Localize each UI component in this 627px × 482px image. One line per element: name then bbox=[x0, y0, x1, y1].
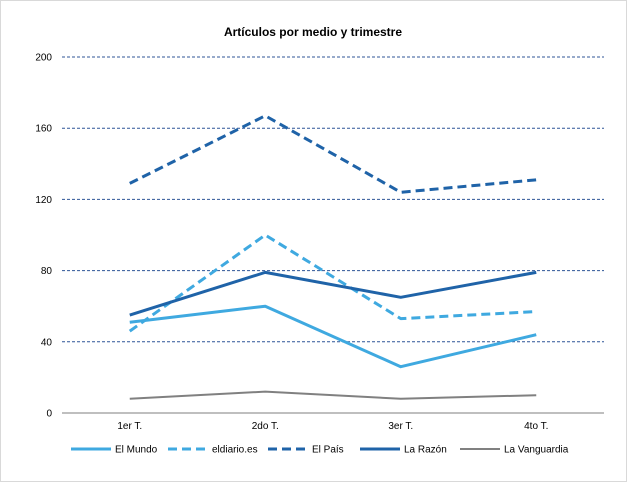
y-tick-label: 80 bbox=[41, 266, 53, 277]
series-line bbox=[129, 114, 537, 194]
x-tick-label: 4to T. bbox=[524, 421, 548, 432]
legend: El Mundo eldiario.es El País La Razón La Van… bbox=[71, 445, 569, 456]
y-tick-label: 160 bbox=[35, 124, 52, 135]
y-tick-label: 0 bbox=[46, 409, 52, 420]
y-axis-ticks: 0 40 80 120 160 200 bbox=[35, 53, 52, 420]
y-tick-label: 120 bbox=[35, 195, 52, 206]
y-tick-label: 40 bbox=[41, 337, 53, 348]
x-tick-label: 3er T. bbox=[388, 421, 413, 432]
chart-title: Artículos por medio y trimestre bbox=[224, 25, 402, 39]
series-line bbox=[129, 304, 537, 369]
series-line bbox=[129, 390, 537, 400]
grid-lines bbox=[62, 56, 604, 343]
legend-label: La Razón bbox=[404, 445, 447, 456]
x-tick-label: 1er T. bbox=[117, 421, 142, 432]
x-tick-label: 2do T. bbox=[252, 421, 279, 432]
legend-label: El Mundo bbox=[115, 445, 158, 456]
series-line bbox=[129, 270, 537, 317]
legend-label: El País bbox=[312, 445, 344, 456]
series-lines bbox=[128, 114, 537, 400]
legend-label: La Vanguardia bbox=[504, 445, 569, 456]
legend-label: eldiario.es bbox=[212, 445, 258, 456]
y-tick-label: 200 bbox=[35, 53, 52, 64]
series-line bbox=[128, 233, 537, 333]
x-axis-ticks: 1er T. 2do T. 3er T. 4to T. bbox=[117, 421, 548, 432]
